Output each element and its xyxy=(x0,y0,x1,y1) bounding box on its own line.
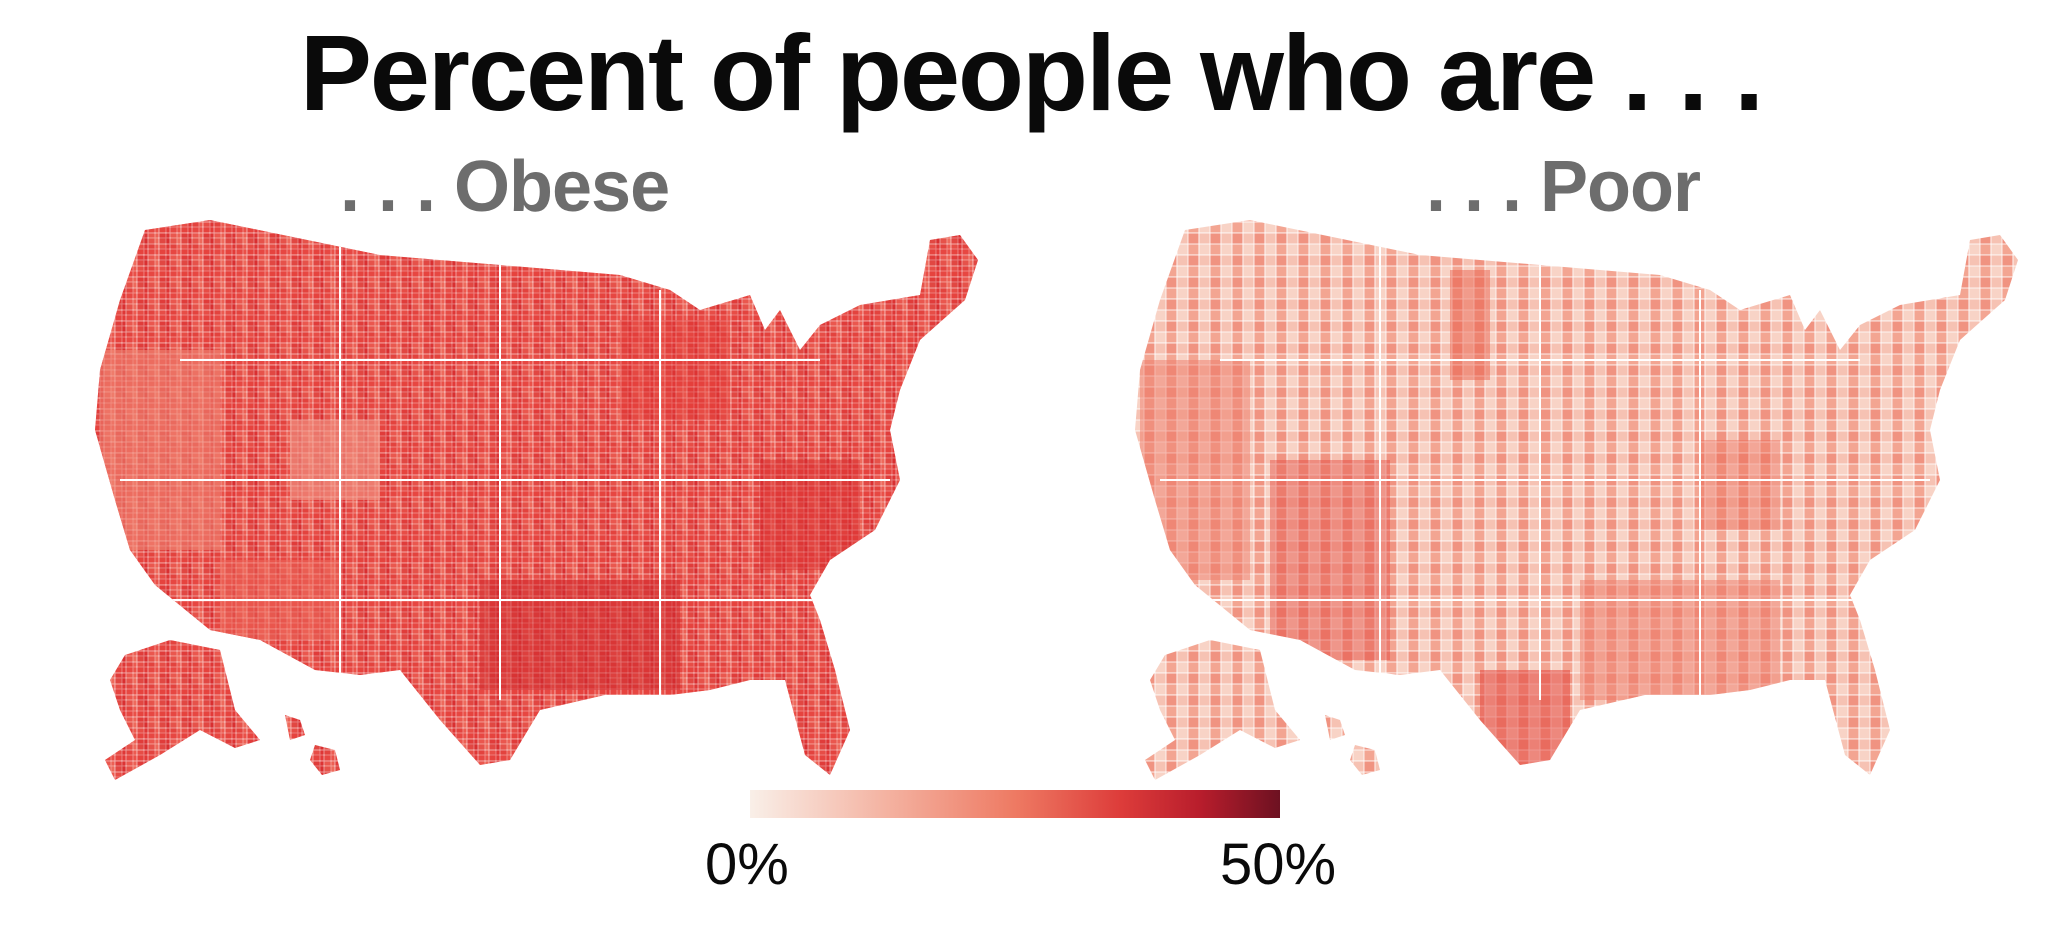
poor-map-subtitle: . . . Poor xyxy=(1426,147,1701,227)
color-scale-bar xyxy=(750,790,1280,818)
legend-max-label: 50% xyxy=(1220,832,1337,897)
obese-map-subtitle: . . . Obese xyxy=(340,147,670,227)
obese-choropleth-map xyxy=(95,220,978,780)
legend-min-label: 0% xyxy=(705,832,789,897)
poor-choropleth-map xyxy=(1135,220,2018,780)
page-title: Percent of people who are . . . xyxy=(299,12,1764,133)
